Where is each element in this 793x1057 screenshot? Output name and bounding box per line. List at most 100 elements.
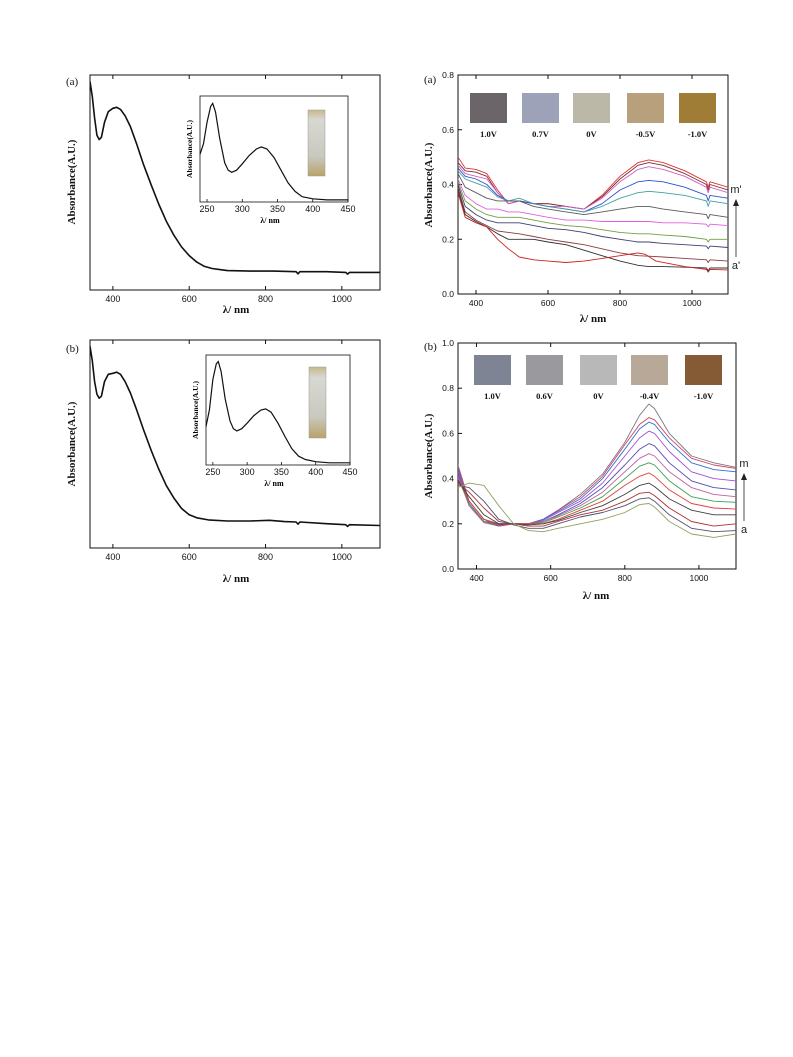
inset-x-tick-label: 250 <box>200 204 215 214</box>
x-axis-title: λ/ nm <box>580 313 607 325</box>
series-line-0 <box>90 346 380 528</box>
y-axis-title: Absorbance(A.U.) <box>423 413 435 498</box>
inset-x-tick-label: 400 <box>305 204 320 214</box>
y-axis-title: Absorbance(A.U.) <box>423 142 435 227</box>
y-tick-label: 0.6 <box>442 428 454 438</box>
plot-frame <box>457 342 737 570</box>
inset-y-axis-title: Absorbance(A.U.) <box>185 120 194 178</box>
series-line-8 <box>458 184 728 250</box>
y-tick-label: 1.0 <box>442 338 454 348</box>
y-tick-label: 0.6 <box>442 125 454 135</box>
cuvette-photo <box>308 366 327 439</box>
y-tick-label: 0.4 <box>442 474 454 484</box>
chart-top-right: (a) 400 600 800 1000 0.0 0.2 0.4 0.6 0.8 λ/ nm Abso… <box>423 70 742 325</box>
swatch-label: -1.0V <box>694 391 714 401</box>
panel-label: (a) <box>424 74 437 86</box>
x-tick-label: 400 <box>469 298 483 308</box>
swatch-label: 1.0V <box>480 129 498 139</box>
y-axis-title: Absorbance(A.U.) <box>66 401 78 486</box>
inset-x-tick-label: 250 <box>205 467 220 477</box>
swatch-label: -0.4V <box>640 391 660 401</box>
inset-x-tick-label: 300 <box>240 467 255 477</box>
series-line-10 <box>458 484 736 533</box>
series-line-11 <box>458 482 736 538</box>
y-tick-label: 0.0 <box>442 564 454 574</box>
chart-bottom-left: (b) 400 600 800 1000 λ/ nm Absorbance(A.U.) 250… <box>66 339 381 585</box>
x-tick-label: 600 <box>182 294 197 304</box>
swatch-label: -0.5V <box>636 129 656 139</box>
swatch-label: 0.7V <box>532 129 550 139</box>
series-line-9 <box>458 482 736 527</box>
inset-x-tick-label: 450 <box>342 467 357 477</box>
swatch-label: 0.6V <box>536 391 554 401</box>
arrow-head <box>741 473 747 480</box>
curve-label-top: m <box>739 458 748 470</box>
x-tick-label: 400 <box>469 573 483 583</box>
y-tick-label: 0.2 <box>442 234 454 244</box>
x-tick-label: 400 <box>105 294 120 304</box>
swatch-label: -1.0V <box>688 129 708 139</box>
color-swatch <box>522 93 559 123</box>
inset-x-tick-label: 450 <box>340 204 355 214</box>
x-tick-label: 400 <box>105 552 120 562</box>
curve-label-bottom: a <box>741 524 748 536</box>
inset-y-axis-title: Absorbance(A.U.) <box>191 381 200 439</box>
series-line-5 <box>458 173 728 220</box>
x-tick-label: 1000 <box>332 552 352 562</box>
plot-frame <box>89 339 381 549</box>
x-tick-label: 600 <box>541 298 555 308</box>
x-tick-label: 600 <box>544 573 558 583</box>
y-axis-title: Absorbance(A.U.) <box>66 139 78 224</box>
panel-label: (b) <box>424 341 437 353</box>
inset-x-axis-title: λ/ nm <box>260 216 280 225</box>
color-swatch <box>685 355 722 385</box>
x-tick-label: 1000 <box>332 294 352 304</box>
inset-x-tick-label: 350 <box>274 467 289 477</box>
chart-bottom-right: (b) 400 600 800 1000 0.0 0.2 0.4 0.6 0.8 1.0 λ/ nm A… <box>423 338 749 602</box>
series-line-11 <box>458 192 728 273</box>
series-line-2 <box>458 165 728 210</box>
color-swatch <box>470 93 507 123</box>
x-tick-label: 1000 <box>689 573 708 583</box>
series-line-0 <box>90 81 380 275</box>
arrow-head <box>733 199 739 206</box>
series-line-7 <box>458 181 728 243</box>
y-tick-label: 0.0 <box>442 289 454 299</box>
chart-top-left: (a) 400 600 800 1000 λ/ nm Absorbance(A.U.) 250… <box>66 74 381 316</box>
x-axis-title: λ/ nm <box>223 304 250 316</box>
swatch-label: 1.0V <box>484 391 502 401</box>
curve-label-top: m' <box>730 184 741 196</box>
x-tick-label: 600 <box>182 552 197 562</box>
inset-x-axis-title: λ/ nm <box>264 479 284 488</box>
series-line-4 <box>458 443 736 526</box>
series-line-8 <box>458 480 736 526</box>
panel-label: (b) <box>66 343 79 355</box>
y-tick-label: 0.8 <box>442 383 454 393</box>
y-tick-label: 0.8 <box>442 70 454 80</box>
plot-frame <box>89 74 381 291</box>
color-swatch <box>573 93 610 123</box>
y-tick-label: 0.4 <box>442 180 454 190</box>
series-line-9 <box>458 187 728 263</box>
x-axis-title: λ/ nm <box>583 590 610 602</box>
cuvette-photo <box>307 109 326 177</box>
color-swatch <box>631 355 668 385</box>
x-tick-label: 800 <box>613 298 627 308</box>
color-swatch <box>627 93 664 123</box>
x-tick-label: 800 <box>258 552 273 562</box>
inset-x-tick-label: 300 <box>235 204 250 214</box>
panel-label: (a) <box>66 76 79 88</box>
color-swatch <box>474 355 511 385</box>
x-tick-label: 1000 <box>683 298 702 308</box>
series-line-4 <box>458 170 728 213</box>
x-axis-title: λ/ nm <box>223 573 250 585</box>
curve-label-bottom: a' <box>732 260 740 272</box>
series-line-2 <box>458 421 736 525</box>
series-line-6 <box>458 178 728 228</box>
color-swatch <box>580 355 617 385</box>
color-swatch <box>526 355 563 385</box>
inset-series-line <box>199 102 348 201</box>
x-tick-label: 800 <box>258 294 273 304</box>
swatch-label: 0V <box>586 129 597 139</box>
swatch-label: 0V <box>593 391 604 401</box>
